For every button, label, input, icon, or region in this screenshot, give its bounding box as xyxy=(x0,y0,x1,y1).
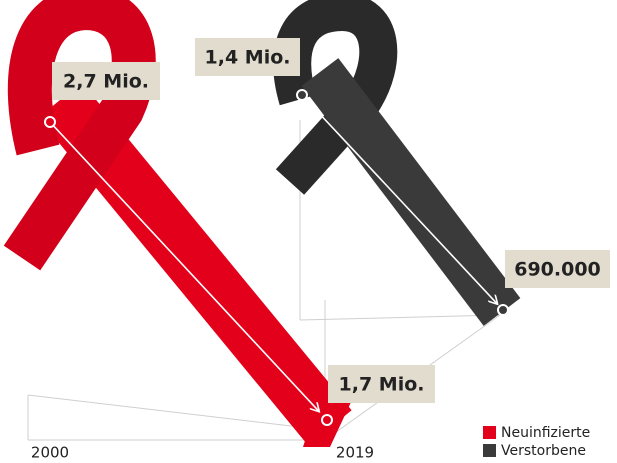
value-point xyxy=(296,89,308,101)
label-box xyxy=(328,365,435,403)
legend-swatch xyxy=(483,426,496,439)
value-label: 2,7 Mio. xyxy=(63,71,149,93)
value-label: 1,7 Mio. xyxy=(339,374,425,396)
x-tick-label: 2000 xyxy=(31,444,69,462)
legend-label: Neuinfizierte xyxy=(501,425,590,441)
value-point xyxy=(497,304,509,316)
label-box xyxy=(505,250,610,288)
label-box xyxy=(52,62,160,100)
legend-swatch xyxy=(483,444,496,457)
value-label: 1,4 Mio. xyxy=(205,47,291,69)
value-point xyxy=(44,116,56,128)
data-layer: 2,7 Mio. 1,7 Mio. Neuinfizierte 1,4 Mio. 690… xyxy=(31,38,610,462)
label-box xyxy=(195,38,300,76)
x-tick-label: 2019 xyxy=(336,444,374,462)
legend-label: Verstorbene xyxy=(501,443,586,459)
black-ribbon xyxy=(273,0,521,326)
value-point xyxy=(321,414,333,426)
trend-arrow xyxy=(49,121,319,411)
trend-arrow xyxy=(301,94,497,304)
value-label: 690.000 xyxy=(514,259,601,281)
